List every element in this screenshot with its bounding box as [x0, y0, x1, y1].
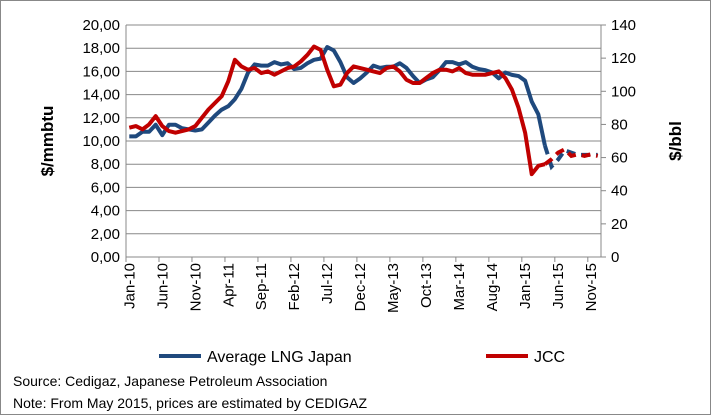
right-tick-label: 100 [611, 83, 636, 100]
source-note: Source: Cedigaz, Japanese Petroleum Asso… [13, 373, 328, 389]
left-tick-label: 20,00 [82, 17, 120, 34]
x-tick-label: Jun-15 [550, 263, 567, 309]
x-tick-label: Apr-11 [220, 263, 237, 307]
left-tick-label: 2,00 [91, 226, 120, 243]
x-tick-label: Dec-12 [352, 263, 369, 311]
left-axis-title: $/mmbtu [38, 106, 57, 177]
x-tick-label: Aug-14 [484, 263, 501, 311]
x-tick-label: Nov-15 [583, 263, 600, 311]
legend-label: JCC [534, 349, 565, 366]
x-tick-label: Jul-12 [319, 263, 336, 304]
estimate-note: Note: From May 2015, prices are estimate… [13, 395, 368, 411]
right-tick-label: 20 [611, 216, 628, 233]
x-tick-label: Jan-10 [121, 263, 138, 309]
left-tick-label: 12,00 [82, 110, 120, 127]
x-tick-label: Jun-10 [154, 263, 171, 309]
x-tick-label: Mar-14 [451, 263, 468, 311]
right-tick-label: 60 [611, 150, 628, 167]
left-tick-label: 10,00 [82, 133, 120, 150]
x-tick-label: Jan-15 [517, 263, 534, 309]
left-tick-label: 14,00 [82, 87, 120, 104]
series-estimated-line-1 [543, 146, 599, 166]
right-axis-title: $/bbl [666, 121, 685, 161]
right-tick-label: 120 [611, 50, 636, 67]
legend-label: Average LNG Japan [207, 349, 352, 366]
right-tick-label: 140 [611, 17, 636, 34]
left-tick-label: 6,00 [91, 179, 120, 196]
left-tick-label: 0,00 [91, 249, 120, 266]
left-tick-label: 18,00 [82, 40, 120, 57]
right-tick-label: 40 [611, 183, 628, 200]
x-tick-label: Sep-11 [253, 263, 270, 310]
x-tick-label: Oct-13 [418, 263, 435, 308]
left-tick-label: 8,00 [91, 156, 120, 173]
x-tick-label: Nov-10 [187, 263, 204, 311]
series-line-1 [128, 44, 546, 177]
left-tick-label: 16,00 [82, 63, 120, 80]
x-tick-label: Feb-12 [286, 263, 303, 311]
x-tick-label: May-13 [385, 263, 402, 313]
right-tick-label: 0 [611, 249, 619, 266]
right-tick-label: 80 [611, 116, 628, 133]
left-tick-label: 4,00 [91, 203, 120, 220]
series-line-0 [129, 45, 547, 147]
